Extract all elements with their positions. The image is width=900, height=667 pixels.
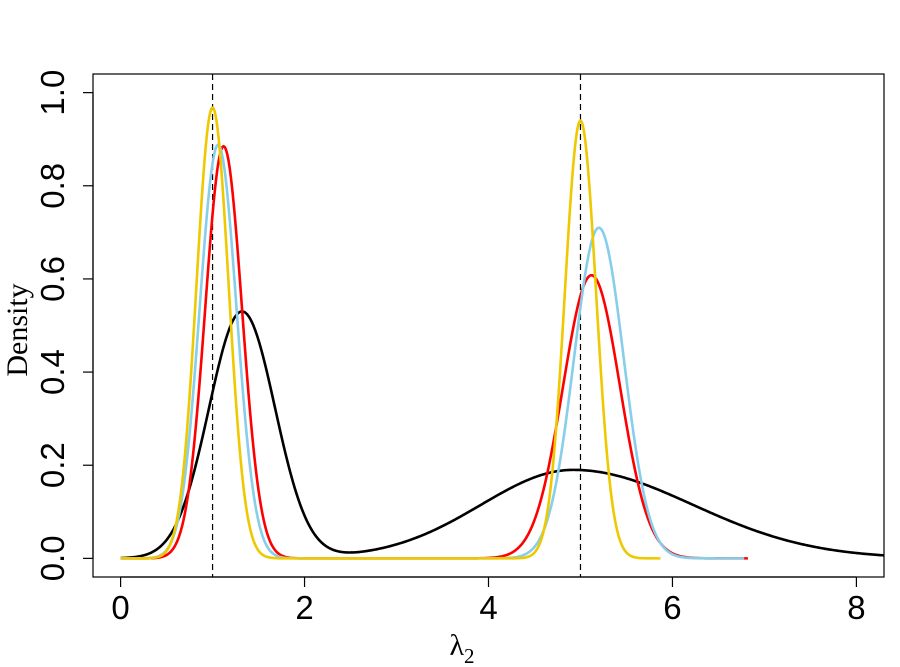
x-tick-label: 0 bbox=[111, 589, 129, 626]
x-axis-title: λ2 bbox=[449, 629, 474, 667]
y-axis: 0.0 0.2 0.4 0.6 0.8 1.0 bbox=[34, 70, 94, 581]
y-tick-label: 0.2 bbox=[34, 442, 71, 488]
reference-lines bbox=[211, 74, 582, 577]
density-series-3 bbox=[120, 106, 661, 560]
y-tick-label: 0.4 bbox=[34, 349, 71, 395]
x-axis: 0 2 4 6 8 bbox=[111, 576, 866, 626]
x-axis-title-symbol: λ bbox=[449, 629, 464, 662]
y-tick-label: 0.6 bbox=[34, 256, 71, 302]
x-tick-label: 8 bbox=[847, 589, 865, 626]
y-tick-label: 0.8 bbox=[34, 163, 71, 209]
y-tick-label: 1.0 bbox=[34, 70, 71, 116]
x-axis-title-subscript: 2 bbox=[464, 644, 475, 667]
density-series-0 bbox=[120, 310, 885, 560]
density-curves bbox=[120, 106, 885, 560]
y-tick-label: 0.0 bbox=[34, 535, 71, 581]
x-tick-label: 4 bbox=[479, 589, 497, 626]
y-axis-title: Density bbox=[1, 283, 34, 376]
x-tick-label: 2 bbox=[295, 589, 313, 626]
x-tick-label: 6 bbox=[663, 589, 681, 626]
density-series-1 bbox=[120, 144, 748, 560]
